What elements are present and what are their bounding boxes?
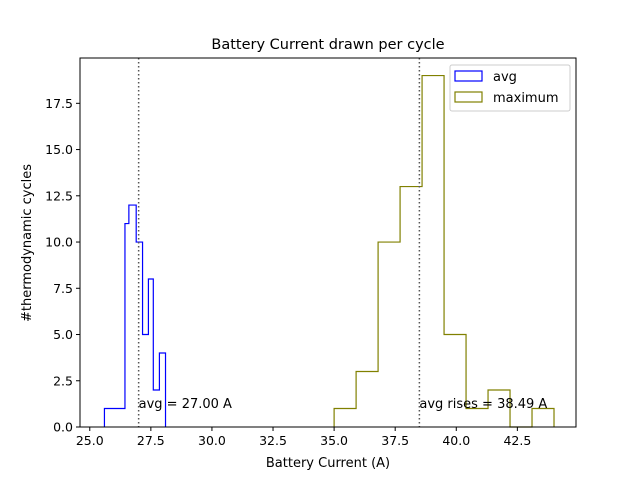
reference-line-label-2: avg rises = 38.49 A <box>419 397 547 412</box>
y-tick-label: 7.5 <box>53 281 73 296</box>
x-tick-label: 32.5 <box>259 433 287 448</box>
y-tick-label: 0.0 <box>53 420 73 435</box>
x-tick-label: 40.0 <box>442 433 470 448</box>
y-tick-label: 2.5 <box>53 373 73 388</box>
y-tick-label: 12.5 <box>45 188 73 203</box>
x-tick-label: 30.0 <box>198 433 226 448</box>
legend-box <box>449 64 571 112</box>
x-axis-label: Battery Current (A) <box>266 456 390 471</box>
x-tick-label: 25.0 <box>76 433 104 448</box>
reference-line-label-1: avg = 27.00 A <box>139 397 232 412</box>
y-tick-label: 17.5 <box>45 96 73 111</box>
legend-label-maximum: maximum <box>493 91 559 106</box>
x-tick-label: 37.5 <box>381 433 409 448</box>
plot-layer: avg = 27.00 A avg rises = 38.49 A 25.0 27.5… <box>45 57 577 448</box>
x-tick-label: 27.5 <box>137 433 165 448</box>
y-tick-label: 5.0 <box>53 327 73 342</box>
x-tick-label: 35.0 <box>320 433 348 448</box>
legend-swatch-avg <box>454 70 483 82</box>
legend-label-avg: avg <box>493 70 517 85</box>
y-tick-label: 15.0 <box>45 142 73 157</box>
chart-title: Battery Current drawn per cycle <box>211 37 444 53</box>
x-tick-label: 42.5 <box>503 433 531 448</box>
histogram-series-avg <box>103 204 167 427</box>
y-tick-label: 10.0 <box>45 235 73 250</box>
legend: avg maximum <box>449 64 571 112</box>
legend-swatch-maximum <box>454 91 483 103</box>
y-axis-label: #thermodynamic cycles <box>20 164 35 322</box>
